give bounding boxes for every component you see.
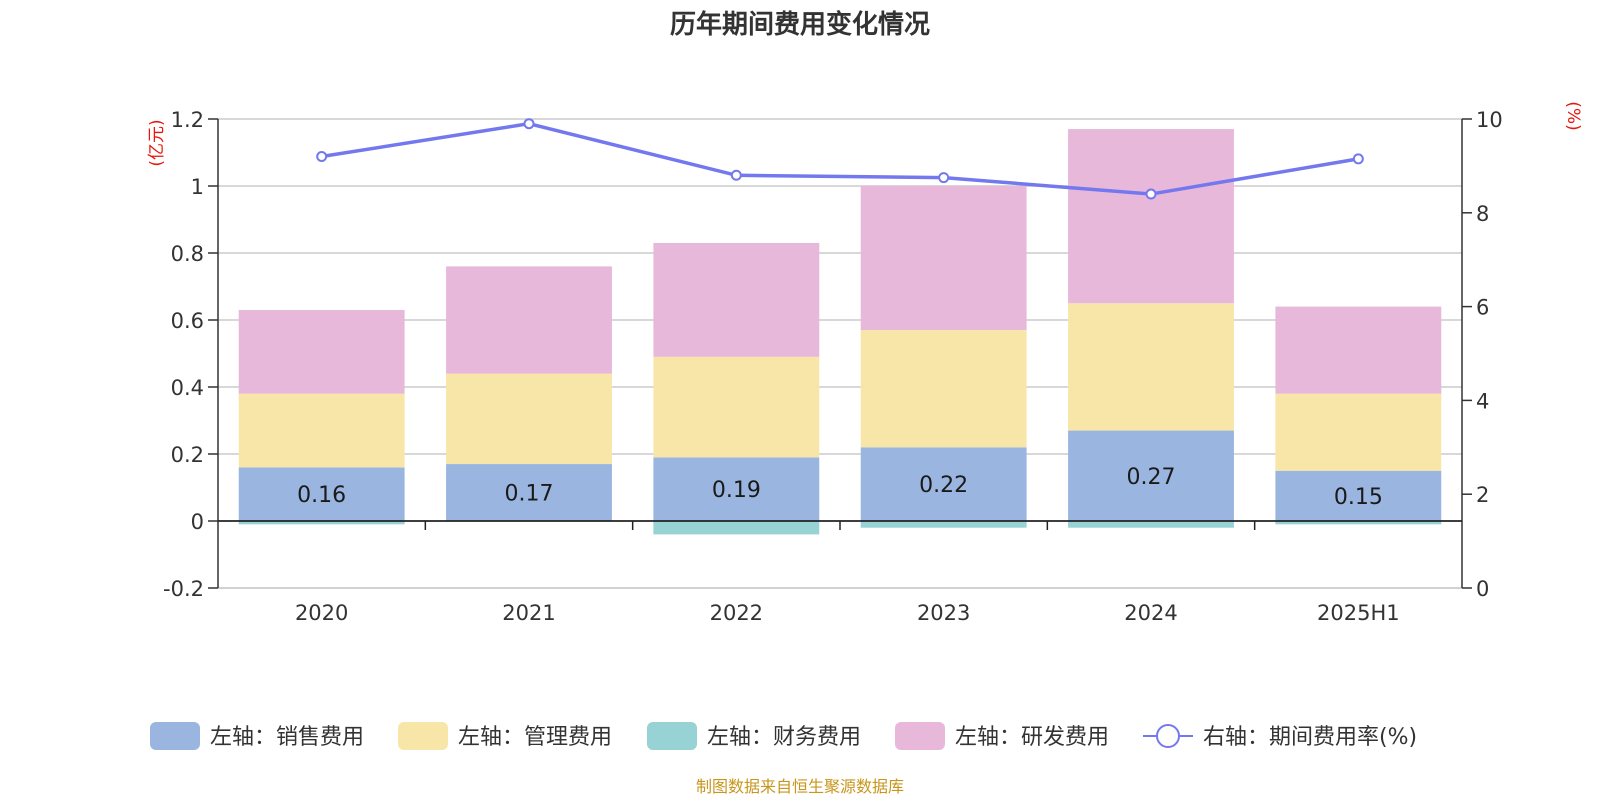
right-tick-label: 4 — [1476, 389, 1489, 413]
bar-segment — [653, 242, 820, 357]
rate-point — [316, 151, 328, 163]
right-tick-label: 0 — [1476, 577, 1489, 601]
x-tick-label: 2024 — [1124, 601, 1177, 625]
bar-segment — [1068, 129, 1234, 304]
bar-segment — [446, 266, 612, 374]
bar-segment — [1275, 306, 1442, 394]
bar-segment — [860, 330, 1027, 448]
chart-title: 历年期间费用变化情况 — [670, 9, 930, 40]
legend: 左轴：销售费用 左轴：管理费用 左轴：财务费用 左轴：研发费用 右轴：期间费用率(%) — [150, 722, 1417, 750]
rate-line-path — [321, 121, 1359, 196]
rate-point — [1145, 188, 1157, 200]
rate-point — [523, 118, 535, 130]
legend-label: 左轴：财务费用 — [707, 725, 861, 750]
legend-marker — [1156, 724, 1180, 748]
bar-segment — [653, 356, 820, 458]
bar-segment — [1068, 521, 1234, 528]
legend-label: 右轴：期间费用率(%) — [1203, 725, 1417, 750]
bar-segment — [860, 447, 1027, 521]
legend-swatch — [895, 722, 945, 750]
legend-swatch — [647, 722, 697, 750]
bar-segment — [446, 373, 612, 465]
x-tick-label: 2023 — [917, 601, 970, 625]
bar-segment — [653, 457, 820, 521]
right-tick-label: 8 — [1476, 202, 1489, 226]
left-tick-label: -0.2 — [163, 577, 204, 601]
bar-value-label: 0.15 — [1334, 485, 1383, 510]
bar-segment — [238, 309, 405, 394]
bar-segment — [653, 521, 820, 535]
left-tick-label: 1.2 — [171, 108, 204, 132]
bar-value-label: 0.27 — [1127, 465, 1176, 490]
right-tick-label: 6 — [1476, 296, 1489, 320]
bar-segment — [446, 464, 612, 521]
left-tick-label: 0.6 — [171, 309, 204, 333]
legend-label: 左轴：销售费用 — [210, 725, 364, 750]
left-tick-label: 1 — [191, 175, 204, 199]
grid — [218, 118, 1462, 589]
left-tick-label: 0.4 — [171, 376, 204, 400]
legend-label: 左轴：研发费用 — [955, 725, 1109, 750]
bar-segment — [1275, 521, 1442, 525]
rate-point — [938, 172, 950, 184]
tick-labels: -0.2 0 0.2 0.4 0.6 0.8 1 1.2 0 2 4 6 8 10 2020 2021 2022… — [163, 108, 1503, 625]
source-note: 制图数据来自恒生聚源数据库 — [696, 777, 904, 796]
bar-value-label: 0.19 — [712, 478, 761, 503]
left-tick-label: 0.8 — [171, 242, 204, 266]
legend-swatch — [150, 722, 200, 750]
bar-segment — [1068, 430, 1234, 521]
x-tick-label: 2025H1 — [1317, 601, 1400, 625]
right-tick-label: 10 — [1476, 108, 1503, 132]
bar-segment — [1275, 470, 1442, 521]
x-tick-label: 2022 — [710, 601, 763, 625]
rate-point — [1352, 153, 1364, 165]
legend-label: 左轴：管理费用 — [458, 725, 612, 750]
bar-segment — [1068, 303, 1234, 431]
bar-labels: 0.16 0.17 0.19 0.22 0.27 0.15 — [297, 465, 1383, 510]
bar-value-label: 0.22 — [919, 473, 968, 498]
left-tick-label: 0.2 — [171, 443, 204, 467]
bar-value-label: 0.16 — [297, 483, 346, 508]
left-axis-unit: (亿元) — [147, 119, 167, 166]
bar-segment — [238, 393, 405, 468]
right-axis-unit: (%) — [1563, 101, 1583, 130]
rate-line — [316, 118, 1364, 200]
bar-value-label: 0.17 — [505, 482, 554, 507]
right-tick-label: 2 — [1476, 483, 1489, 507]
x-tick-label: 2020 — [295, 601, 348, 625]
legend-swatch — [398, 722, 448, 750]
bar-segment — [1275, 393, 1442, 471]
bar-segment — [860, 521, 1027, 528]
bar-segment — [238, 467, 405, 521]
bar-segment — [238, 521, 405, 525]
axes — [208, 118, 1472, 589]
bar-segment — [860, 186, 1027, 331]
x-tick-label: 2021 — [502, 601, 555, 625]
rate-point — [730, 169, 742, 181]
left-tick-label: 0 — [191, 510, 204, 534]
bars — [238, 129, 1442, 535]
